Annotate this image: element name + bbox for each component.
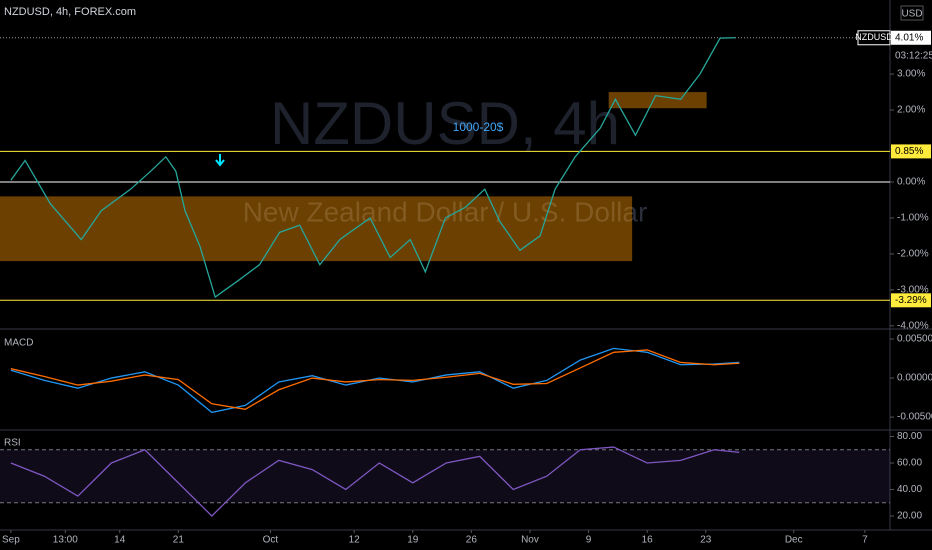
x-tick-label: 16 bbox=[642, 535, 654, 546]
price-axis-bg bbox=[890, 0, 932, 550]
x-tick-label: 19 bbox=[407, 535, 419, 546]
currency-box bbox=[900, 5, 924, 21]
y-tick-label: 0.00500 bbox=[897, 334, 932, 345]
currency: USD bbox=[901, 9, 922, 20]
zone bbox=[0, 196, 633, 262]
y-tick-label: -1.00% bbox=[897, 213, 929, 224]
x-tick-label: Sep bbox=[2, 535, 20, 546]
watermark-symbol: NZDUSD, 4h bbox=[270, 90, 620, 157]
level-label: 4.01% bbox=[895, 32, 923, 43]
x-tick-label: 23 bbox=[700, 535, 712, 546]
arrow-icon bbox=[215, 154, 225, 167]
panel-title: MACD bbox=[4, 338, 33, 349]
symbol-label: NZDUSD bbox=[855, 32, 893, 42]
data-line bbox=[10, 446, 740, 517]
y-tick-label: 2.00% bbox=[897, 105, 925, 116]
rsi-band bbox=[0, 449, 890, 503]
symbol-label-bg bbox=[857, 30, 891, 46]
data-line bbox=[10, 349, 740, 410]
level-label: -3.29% bbox=[895, 295, 927, 306]
level-label-bg bbox=[891, 30, 931, 45]
zone bbox=[608, 92, 707, 109]
x-tick-label: 13:00 bbox=[53, 535, 78, 546]
annotation: 1000-20$ bbox=[453, 120, 504, 134]
x-tick-label: Oct bbox=[263, 535, 279, 546]
level-label-bg bbox=[891, 293, 931, 308]
data-line bbox=[10, 347, 740, 414]
y-tick-label: -3.00% bbox=[897, 285, 929, 296]
symbol-info: NZDUSD, 4h, FOREX.com bbox=[4, 6, 136, 18]
y-tick-label: 20.00 bbox=[897, 511, 922, 522]
y-tick-label: 60.00 bbox=[897, 458, 922, 469]
level-label-bg bbox=[891, 144, 931, 159]
x-tick-label: 26 bbox=[466, 535, 478, 546]
x-tick-label: 21 bbox=[173, 535, 185, 546]
x-tick-label: 12 bbox=[349, 535, 361, 546]
x-tick-label: 9 bbox=[586, 535, 592, 546]
level-label: 0.85% bbox=[895, 146, 923, 157]
watermark-name: New Zealand Dollar / U.S. Dollar bbox=[243, 196, 648, 227]
y-tick-label: -4.00% bbox=[897, 320, 929, 331]
panel-title: RSI bbox=[4, 438, 21, 449]
y-tick-label: 3.00% bbox=[897, 69, 925, 80]
y-tick-label: 40.00 bbox=[897, 484, 922, 495]
x-tick-label: 14 bbox=[114, 535, 126, 546]
data-line bbox=[10, 37, 736, 299]
x-tick-label: Nov bbox=[521, 535, 539, 546]
x-tick-label: Dec bbox=[785, 535, 803, 546]
y-tick-label: -0.00500 bbox=[897, 412, 932, 423]
y-tick-label: -2.00% bbox=[897, 249, 929, 260]
countdown: 03:12:25 bbox=[895, 50, 932, 61]
x-tick-label: 7 bbox=[862, 535, 868, 546]
y-tick-label: 0.00000 bbox=[897, 373, 932, 384]
y-tick-label: 0.00% bbox=[897, 177, 925, 188]
y-tick-label: 80.00 bbox=[897, 431, 922, 442]
